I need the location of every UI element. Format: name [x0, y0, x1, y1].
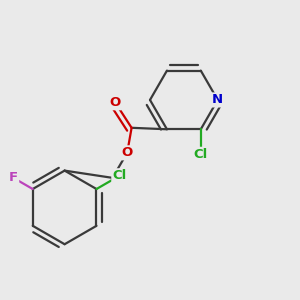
Text: O: O	[110, 96, 121, 109]
Text: Cl: Cl	[112, 169, 127, 182]
Text: F: F	[9, 172, 18, 184]
Text: Cl: Cl	[194, 148, 208, 161]
Text: O: O	[122, 146, 133, 159]
Text: N: N	[212, 93, 223, 106]
